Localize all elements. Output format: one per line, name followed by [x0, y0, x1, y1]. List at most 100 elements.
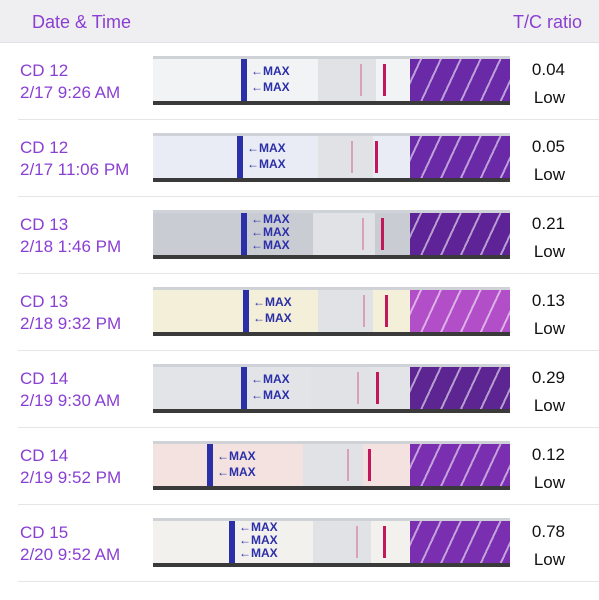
max-text: MAX	[263, 238, 290, 252]
max-text: MAX	[259, 157, 286, 171]
test-strip-photo[interactable]: ←MAX ←MAX	[153, 133, 510, 182]
cycle-day-label: CD 14	[20, 369, 69, 388]
cycle-day-label: CD 13	[20, 292, 69, 311]
left-arrow-icon: ←	[251, 212, 263, 226]
tc-ratio-value: 0.78	[531, 522, 565, 541]
cycle-day-label: CD 14	[20, 446, 69, 465]
strip-max-label: ←MAX	[247, 142, 286, 154]
control-line	[375, 141, 378, 173]
cycle-day-label: CD 13	[20, 215, 69, 234]
fertility-level-label: Low	[533, 473, 565, 492]
strip-handle-pattern	[410, 290, 510, 332]
cycle-day-label: CD 12	[20, 61, 69, 80]
test-line	[363, 295, 365, 327]
max-text: MAX	[251, 546, 278, 560]
control-line	[381, 218, 384, 250]
strip-handle-pattern	[410, 444, 510, 486]
test-strip-photo[interactable]: ←MAX ←MAX	[153, 441, 510, 490]
test-strip-photo[interactable]: ←MAX ←MAX ←MAX	[153, 518, 510, 567]
max-text: MAX	[263, 212, 290, 226]
test-datetime-label: 2/19 9:30 AM	[20, 391, 121, 410]
tc-ratio-value: 0.21	[531, 214, 565, 233]
test-datetime-label: 2/17 9:26 AM	[20, 83, 121, 102]
fertility-level-label: Low	[533, 396, 565, 415]
cycle-day-label: CD 12	[20, 138, 69, 157]
control-line	[368, 449, 371, 481]
result-row[interactable]: CD 13 2/18 1:46 PM ←MAX ←MAX ←MAX 0.21 Low	[0, 197, 599, 274]
strip-handle-pattern	[410, 59, 510, 101]
test-line	[360, 64, 362, 96]
strip-max-bar	[241, 59, 247, 101]
result-row[interactable]: CD 15 2/20 9:52 AM ←MAX ←MAX ←MAX 0.78 Low	[0, 505, 599, 582]
strip-top-edge	[153, 364, 510, 367]
test-datetime-label: 2/18 1:46 PM	[20, 237, 122, 256]
strip-bottom-edge	[153, 486, 510, 490]
row-divider	[18, 350, 599, 351]
result-row[interactable]: CD 13 2/18 9:32 PM ←MAX ←MAX 0.13 Low	[0, 274, 599, 351]
strip-max-bar	[229, 521, 235, 563]
strip-bottom-edge	[153, 178, 510, 182]
strip-max-label: ←MAX	[251, 226, 290, 238]
result-row[interactable]: CD 14 2/19 9:52 PM ←MAX ←MAX 0.12 Low	[0, 428, 599, 505]
tc-ratio-value: 0.12	[531, 445, 565, 464]
strip-bottom-edge	[153, 255, 510, 259]
fertility-level-label: Low	[533, 550, 565, 569]
tc-ratio-column-header[interactable]: T/C ratio	[512, 12, 582, 32]
test-strip-photo[interactable]: ←MAX ←MAX	[153, 56, 510, 105]
strip-max-label: ←MAX	[239, 534, 278, 546]
strip-max-label: ←MAX	[251, 373, 290, 385]
strip-max-label: ←MAX	[217, 466, 256, 478]
strip-max-bar	[243, 290, 249, 332]
tc-ratio-value: 0.05	[531, 137, 565, 156]
cycle-day-label: CD 15	[20, 523, 69, 542]
row-divider	[18, 581, 599, 582]
max-text: MAX	[265, 311, 292, 325]
max-text: MAX	[229, 449, 256, 463]
left-arrow-icon: ←	[251, 238, 263, 252]
tc-ratio-value: 0.13	[531, 291, 565, 310]
date-time-column-header[interactable]: Date & Time	[32, 12, 132, 32]
strip-bottom-edge	[153, 101, 510, 105]
strip-max-bar	[237, 136, 243, 178]
left-arrow-icon: ←	[251, 388, 263, 402]
fertility-level-label: Low	[533, 88, 565, 107]
strip-top-edge	[153, 133, 510, 136]
strip-handle-pattern	[410, 136, 510, 178]
strip-top-edge	[153, 518, 510, 521]
strip-max-label: ←MAX	[251, 239, 290, 251]
test-line	[356, 526, 358, 558]
test-strip-photo[interactable]: ←MAX ←MAX	[153, 364, 510, 413]
max-text: MAX	[229, 465, 256, 479]
strip-max-label: ←MAX	[239, 547, 278, 559]
strip-handle-pattern	[410, 367, 510, 409]
strip-bottom-edge	[153, 563, 510, 567]
left-arrow-icon: ←	[251, 225, 263, 239]
strip-result-window	[303, 444, 363, 486]
strip-max-label: ←MAX	[251, 213, 290, 225]
left-arrow-icon: ←	[239, 533, 251, 547]
max-text: MAX	[265, 295, 292, 309]
fertility-level-label: Low	[533, 165, 565, 184]
result-row[interactable]: CD 12 2/17 9:26 AM ←MAX ←MAX 0.04 Low	[0, 43, 599, 120]
strip-max-label: ←MAX	[217, 450, 256, 462]
strip-result-window	[313, 213, 375, 255]
strip-max-bar	[241, 213, 247, 255]
list-header: Date & Time T/C ratio	[0, 0, 599, 43]
left-arrow-icon: ←	[251, 372, 263, 386]
result-row[interactable]: CD 12 2/17 11:06 PM ←MAX ←MAX 0.05 Low	[0, 120, 599, 197]
strip-max-bar	[241, 367, 247, 409]
test-datetime-label: 2/17 11:06 PM	[20, 160, 130, 179]
left-arrow-icon: ←	[251, 64, 263, 78]
strip-result-window	[311, 367, 371, 409]
tc-ratio-value: 0.29	[531, 368, 565, 387]
row-divider	[18, 427, 599, 428]
result-row[interactable]: CD 14 2/19 9:30 AM ←MAX ←MAX 0.29 Low	[0, 351, 599, 428]
max-text: MAX	[263, 64, 290, 78]
control-line	[383, 526, 386, 558]
left-arrow-icon: ←	[247, 141, 259, 155]
max-text: MAX	[251, 533, 278, 547]
test-strip-photo[interactable]: ←MAX ←MAX ←MAX	[153, 210, 510, 259]
test-strip-photo[interactable]: ←MAX ←MAX	[153, 287, 510, 336]
max-text: MAX	[259, 141, 286, 155]
